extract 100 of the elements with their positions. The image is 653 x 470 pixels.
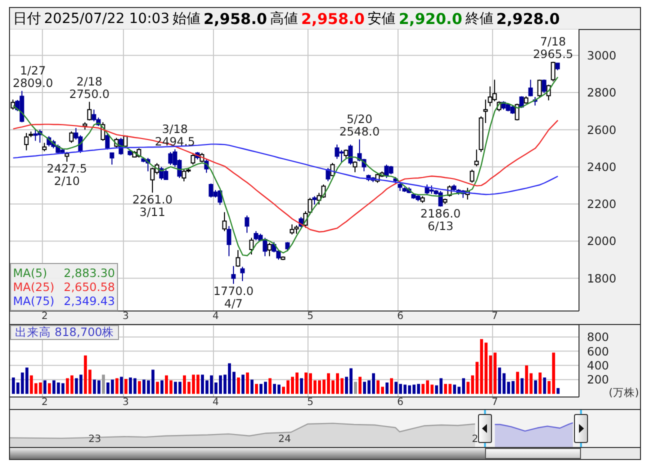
annotation: 2,883.30 xyxy=(64,266,115,280)
y-tick-label: 1800 xyxy=(587,271,616,286)
bar xyxy=(61,383,64,394)
text: 日付 xyxy=(13,10,41,28)
y-tick-label: 2800 xyxy=(587,86,616,100)
candlestick xyxy=(326,167,330,182)
y-tick-label: 2600 xyxy=(587,122,616,137)
bar xyxy=(543,378,546,394)
bar xyxy=(241,374,244,394)
bar xyxy=(156,382,159,394)
x-tick-label: 2 xyxy=(472,434,478,445)
candlestick xyxy=(519,96,524,108)
bar xyxy=(48,383,51,394)
bar xyxy=(422,384,425,394)
bar xyxy=(354,382,358,394)
candlestick xyxy=(542,79,546,94)
x-tick-label: 6 xyxy=(397,311,404,322)
y-tick-label: 800 xyxy=(587,330,609,344)
chart-title: 出来高 818,700株 xyxy=(15,325,114,339)
text: 安値 xyxy=(368,10,396,28)
bar xyxy=(268,378,272,394)
bar xyxy=(178,382,182,394)
candlestick xyxy=(240,266,245,282)
x-tick-label: 4 xyxy=(212,397,219,408)
y-tick-label: 200 xyxy=(587,372,609,387)
text: 2186.0 6/13 xyxy=(420,206,461,234)
bar xyxy=(196,374,200,394)
y-tick-label: 2400 xyxy=(587,160,616,174)
candlestick xyxy=(514,103,520,121)
bar xyxy=(246,372,249,394)
bar xyxy=(97,380,100,394)
candlestick xyxy=(222,212,227,232)
candlestick xyxy=(69,130,74,144)
x-tick-label: 3 xyxy=(122,311,129,322)
text: MA(75) xyxy=(13,294,54,308)
bar xyxy=(556,388,560,394)
x-tick-label: 4 xyxy=(212,311,219,322)
candlestick xyxy=(308,197,312,216)
text: 3/18 2494.5 xyxy=(154,122,196,148)
bar xyxy=(444,384,448,394)
bar xyxy=(264,382,267,394)
bar xyxy=(160,380,164,394)
y-tick-label: 2200 xyxy=(587,197,616,212)
bar xyxy=(43,380,46,394)
bar xyxy=(236,378,240,394)
candlestick xyxy=(24,132,29,151)
bar xyxy=(304,372,308,394)
y-tick-label: 2000 xyxy=(587,234,616,248)
x-tick-label: 2 xyxy=(41,397,48,408)
bar xyxy=(124,378,128,394)
annotation: 2,349.43 xyxy=(64,294,115,308)
candlestick xyxy=(208,183,214,198)
text: 5/20 2548.0 xyxy=(339,112,380,138)
x-tick-label: 5 xyxy=(307,311,314,322)
text: 2/18 2750.0 xyxy=(69,74,110,101)
bar xyxy=(376,380,380,394)
text: 7/18 2965.5 xyxy=(532,34,574,61)
x-tick-label: 3 xyxy=(122,397,129,408)
bar xyxy=(520,378,524,394)
text: 2,958.0 xyxy=(204,10,268,28)
text: 2427.5 2/10 xyxy=(46,162,88,188)
candlestick xyxy=(249,237,254,256)
candlestick xyxy=(150,167,155,194)
y-tick-label: 600 xyxy=(587,344,609,358)
candlestick xyxy=(470,169,474,184)
bar xyxy=(38,382,42,394)
bar xyxy=(277,384,280,394)
text: 高値 xyxy=(270,10,298,28)
x-tick-label: 5 xyxy=(307,397,314,408)
text: 2261.0 3/11 xyxy=(132,192,173,220)
candlestick xyxy=(339,150,344,164)
bar xyxy=(133,378,136,394)
text: MA(25) xyxy=(13,280,54,294)
candlestick xyxy=(33,129,38,142)
candlestick xyxy=(226,226,232,257)
bar xyxy=(79,374,82,394)
bar xyxy=(250,380,254,394)
candlestick xyxy=(537,79,542,98)
bar xyxy=(390,378,394,394)
bar xyxy=(394,382,398,394)
bar xyxy=(110,380,114,394)
x-tick-label: 6 xyxy=(397,397,404,408)
candlestick xyxy=(244,215,250,234)
bar xyxy=(538,372,542,394)
text: 始値 xyxy=(172,10,200,28)
candlestick xyxy=(285,242,290,252)
y-tick-label: 3000 xyxy=(587,48,616,62)
x-tick-label: 7 xyxy=(492,311,498,322)
x-tick-label: 2 xyxy=(41,311,48,322)
candlestick xyxy=(231,266,236,284)
bar xyxy=(25,368,28,394)
candlestick xyxy=(348,144,353,166)
bar xyxy=(498,368,502,394)
y-tick-label: 400 xyxy=(587,358,609,372)
candlestick xyxy=(492,79,497,102)
bar xyxy=(254,384,258,394)
text: 2,920.0 xyxy=(398,10,462,28)
text: 1770.0 4/7 xyxy=(213,284,254,310)
x-tick-label: 7 xyxy=(492,397,498,408)
text: 2,958.0 xyxy=(301,10,365,28)
